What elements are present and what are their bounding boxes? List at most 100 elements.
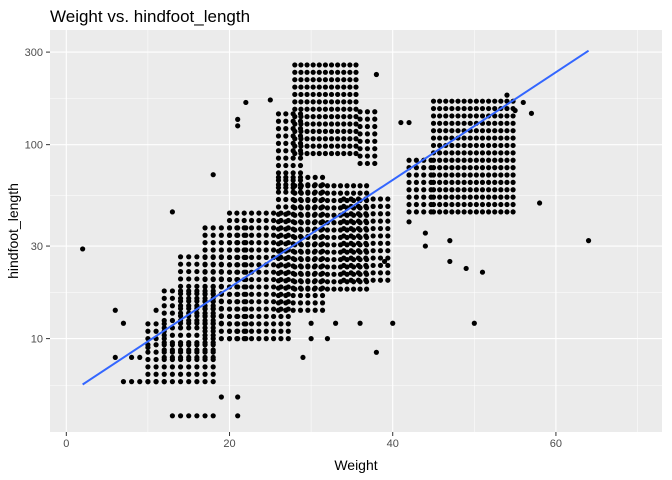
data-point — [241, 291, 247, 297]
data-point — [473, 157, 479, 163]
data-point — [194, 413, 200, 419]
data-point — [455, 142, 461, 149]
data-point — [357, 109, 363, 115]
data-point — [331, 256, 337, 263]
data-point — [479, 98, 486, 104]
data-point — [256, 240, 262, 246]
data-point — [461, 98, 467, 104]
data-point — [256, 262, 262, 268]
data-point — [443, 113, 449, 119]
data-point — [492, 194, 498, 200]
data-point — [443, 165, 449, 171]
data-point — [226, 232, 233, 238]
data-point — [467, 201, 473, 208]
data-point — [194, 261, 200, 267]
data-point — [437, 179, 443, 185]
data-point — [331, 279, 337, 285]
data-point — [473, 187, 479, 193]
data-point — [318, 271, 324, 277]
data-point — [275, 140, 282, 146]
data-point — [357, 160, 363, 167]
data-point — [443, 120, 449, 126]
data-point — [398, 119, 404, 126]
data-point — [357, 138, 363, 144]
data-point — [318, 264, 324, 270]
data-point — [270, 225, 277, 231]
data-point — [241, 306, 247, 312]
data-point — [241, 269, 247, 275]
data-point — [311, 197, 317, 204]
data-point — [328, 114, 335, 120]
data-point — [292, 197, 298, 204]
data-point — [328, 99, 335, 105]
data-point — [290, 148, 296, 154]
data-point — [202, 291, 208, 297]
data-point — [347, 84, 353, 90]
data-point — [161, 379, 167, 385]
data-point — [290, 140, 296, 146]
data-point — [210, 269, 216, 275]
data-point — [324, 227, 331, 233]
data-point — [210, 240, 216, 246]
data-point — [473, 194, 479, 200]
data-point — [353, 143, 359, 149]
data-point — [510, 150, 516, 156]
data-point — [263, 254, 269, 260]
data-point — [292, 234, 298, 241]
data-point — [305, 264, 311, 270]
data-point — [161, 317, 167, 324]
data-point — [355, 218, 362, 224]
data-point — [292, 227, 298, 233]
y-axis-title: hindfoot_length — [5, 183, 21, 279]
data-point — [283, 270, 289, 276]
data-point — [256, 210, 262, 216]
data-point — [430, 142, 437, 149]
data-point — [473, 135, 479, 141]
data-point — [275, 219, 282, 225]
y-axis-ticks: 10 30 100 300 — [25, 47, 50, 346]
data-point — [443, 135, 449, 141]
data-point — [406, 172, 412, 178]
data-point — [226, 210, 233, 216]
data-point — [137, 379, 143, 385]
data-point — [235, 123, 241, 129]
data-point — [234, 284, 240, 290]
data-point — [406, 179, 412, 185]
data-point — [486, 179, 492, 185]
data-point — [324, 190, 331, 196]
data-point — [311, 183, 317, 189]
data-point — [486, 128, 492, 134]
data-point — [455, 98, 461, 104]
data-point — [270, 291, 277, 297]
data-point — [455, 157, 461, 163]
data-point — [186, 291, 192, 297]
data-point — [377, 225, 384, 232]
data-point — [331, 190, 337, 196]
data-point — [449, 120, 455, 126]
data-point — [292, 279, 298, 285]
data-point — [348, 277, 354, 283]
data-point — [153, 364, 159, 370]
data-point — [510, 128, 516, 134]
data-point — [194, 320, 200, 326]
data-point — [80, 246, 86, 252]
data-point — [177, 298, 184, 304]
data-point — [443, 128, 449, 134]
data-point — [504, 201, 510, 208]
data-point — [256, 328, 262, 334]
data-point — [292, 264, 298, 270]
data-point — [283, 263, 289, 269]
data-point — [355, 270, 362, 276]
data-point — [370, 270, 376, 276]
data-point — [290, 126, 296, 132]
data-point — [275, 263, 282, 269]
data-point — [331, 271, 337, 277]
data-point — [298, 77, 304, 83]
data-point — [331, 197, 337, 204]
data-point — [422, 230, 428, 236]
data-point — [455, 165, 461, 171]
data-point — [437, 187, 443, 193]
data-point — [385, 240, 391, 246]
data-point — [310, 121, 316, 127]
data-point — [186, 354, 192, 361]
